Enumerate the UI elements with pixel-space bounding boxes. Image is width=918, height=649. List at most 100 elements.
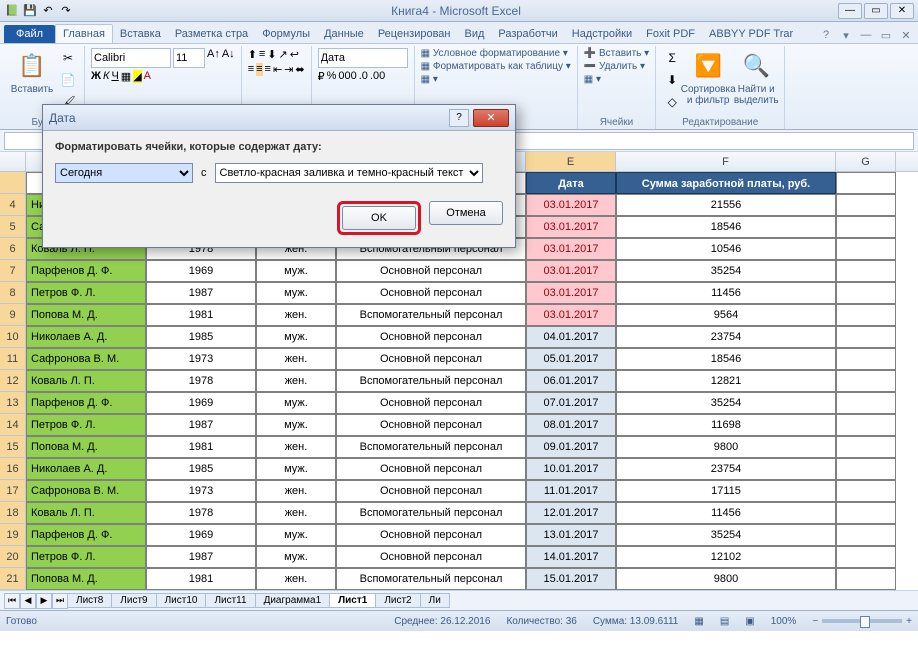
row-header[interactable]: 14 (0, 414, 26, 436)
percent-icon[interactable]: % (327, 70, 337, 83)
ribbon-tab[interactable]: Главная (55, 24, 113, 43)
row-header[interactable]: 8 (0, 282, 26, 304)
cell[interactable]: Парфенов Д. Ф. (26, 524, 146, 546)
inc-dec-icon[interactable]: .0 (359, 70, 368, 83)
cell[interactable]: муж. (256, 282, 336, 304)
cell[interactable]: 35254 (616, 524, 836, 546)
indent-dec-icon[interactable]: ⇤ (273, 63, 282, 76)
cell[interactable]: Вспомогательный персонал (336, 502, 526, 524)
cell[interactable]: 13.01.2017 (526, 524, 616, 546)
cell[interactable] (836, 238, 896, 260)
cell[interactable]: 11698 (616, 414, 836, 436)
row-header[interactable]: 20 (0, 546, 26, 568)
format-cells-button[interactable]: ▦ ▾ (584, 74, 601, 85)
cell[interactable]: Основной персонал (336, 546, 526, 568)
cell[interactable]: 03.01.2017 (526, 238, 616, 260)
cell[interactable]: Вспомогательный персонал (336, 304, 526, 326)
ribbon-min-icon[interactable]: ▾ (838, 27, 854, 43)
cell[interactable]: 10546 (616, 238, 836, 260)
row-header[interactable]: 6 (0, 238, 26, 260)
ribbon-tab[interactable]: Надстройки (565, 25, 639, 43)
cell[interactable]: 35254 (616, 260, 836, 282)
minimize-button[interactable]: — (838, 3, 862, 19)
date-when-select[interactable]: Сегодня (55, 163, 193, 183)
cell[interactable]: Основной персонал (336, 480, 526, 502)
row-header[interactable]: 10 (0, 326, 26, 348)
cell[interactable]: Вспомогательный персонал (336, 436, 526, 458)
font-size-select[interactable] (173, 48, 205, 68)
sheet-tab[interactable]: Ли (420, 593, 450, 608)
cell[interactable]: 07.01.2017 (526, 392, 616, 414)
ribbon-tab[interactable]: Вставка (113, 25, 168, 43)
col-header-G[interactable]: G (836, 152, 896, 171)
currency-icon[interactable]: ₽ (318, 70, 325, 83)
cell[interactable] (836, 260, 896, 282)
cell[interactable]: 1987 (146, 282, 256, 304)
cell[interactable]: муж. (256, 458, 336, 480)
cell[interactable]: 17115 (616, 480, 836, 502)
cell[interactable]: Петров Ф. Л. (26, 282, 146, 304)
ribbon-tab[interactable]: Вид (458, 25, 492, 43)
cell[interactable] (836, 458, 896, 480)
cell[interactable]: Вспомогательный персонал (336, 370, 526, 392)
cell[interactable]: 1985 (146, 326, 256, 348)
sheet-tab[interactable]: Лист2 (375, 593, 420, 608)
undo-icon[interactable]: ↶ (40, 3, 56, 19)
cell[interactable]: 1985 (146, 458, 256, 480)
cell[interactable]: 04.01.2017 (526, 326, 616, 348)
select-all-corner[interactable] (0, 152, 26, 171)
cell[interactable] (836, 348, 896, 370)
cell[interactable]: 9564 (616, 304, 836, 326)
cell[interactable]: 1978 (146, 502, 256, 524)
doc-close-icon[interactable]: ✕ (898, 27, 914, 43)
zoom-in-icon[interactable]: + (906, 616, 912, 627)
dec-dec-icon[interactable]: .00 (370, 70, 385, 83)
cell[interactable]: 1969 (146, 524, 256, 546)
ribbon-tab[interactable]: Разметка стра (168, 25, 255, 43)
help-icon[interactable]: ? (818, 27, 834, 43)
ribbon-tab[interactable]: Разработчи (491, 25, 564, 43)
row-header[interactable]: 12 (0, 370, 26, 392)
sheet-tab[interactable]: Лист8 (67, 593, 112, 608)
date-format-select[interactable]: Светло-красная заливка и темно-красный т… (215, 163, 483, 183)
cut-icon[interactable]: ✂ (58, 48, 78, 68)
cell[interactable]: жен. (256, 480, 336, 502)
ok-button[interactable]: OK (342, 206, 416, 230)
cell[interactable]: Вспомогательный персонал (336, 568, 526, 590)
cell[interactable] (836, 216, 896, 238)
cell[interactable] (836, 436, 896, 458)
indent-inc-icon[interactable]: ⇥ (284, 63, 293, 76)
cell[interactable] (836, 414, 896, 436)
cell[interactable]: жен. (256, 348, 336, 370)
cell[interactable]: муж. (256, 326, 336, 348)
cell[interactable]: жен. (256, 370, 336, 392)
wrap-icon[interactable]: ↩ (290, 48, 299, 61)
cell[interactable]: 35254 (616, 392, 836, 414)
cell[interactable]: 03.01.2017 (526, 304, 616, 326)
row-header[interactable]: 18 (0, 502, 26, 524)
cell[interactable]: 1973 (146, 348, 256, 370)
cell[interactable]: Николаев А. Д. (26, 326, 146, 348)
ribbon-tab[interactable]: Данные (317, 25, 371, 43)
cell[interactable]: 9800 (616, 436, 836, 458)
dialog-close-icon[interactable]: ✕ (473, 109, 509, 127)
row-header[interactable]: 4 (0, 194, 26, 216)
bold-icon[interactable]: Ж (91, 70, 101, 83)
row-header[interactable]: 15 (0, 436, 26, 458)
doc-restore-icon[interactable]: ▭ (878, 27, 894, 43)
zoom-out-icon[interactable]: − (812, 616, 818, 627)
save-icon[interactable]: 💾 (22, 3, 38, 19)
align-mid-icon[interactable]: ≡ (259, 48, 265, 61)
paste-button[interactable]: 📋 Вставить (10, 48, 54, 95)
sheet-tab[interactable]: Диаграмма1 (255, 593, 331, 608)
find-select-button[interactable]: 🔍 Найти и выделить (734, 48, 778, 106)
sheet-nav-last-icon[interactable]: ⏭ (52, 593, 68, 609)
cell[interactable]: 1987 (146, 546, 256, 568)
view-normal-icon[interactable]: ▦ (694, 616, 703, 627)
cell[interactable] (836, 524, 896, 546)
cell[interactable]: 1978 (146, 370, 256, 392)
cell[interactable]: 1981 (146, 304, 256, 326)
ribbon-tab[interactable]: ABBYY PDF Trar (702, 25, 800, 43)
delete-cells-button[interactable]: ➖ Удалить ▾ (584, 61, 645, 72)
cell[interactable]: 08.01.2017 (526, 414, 616, 436)
